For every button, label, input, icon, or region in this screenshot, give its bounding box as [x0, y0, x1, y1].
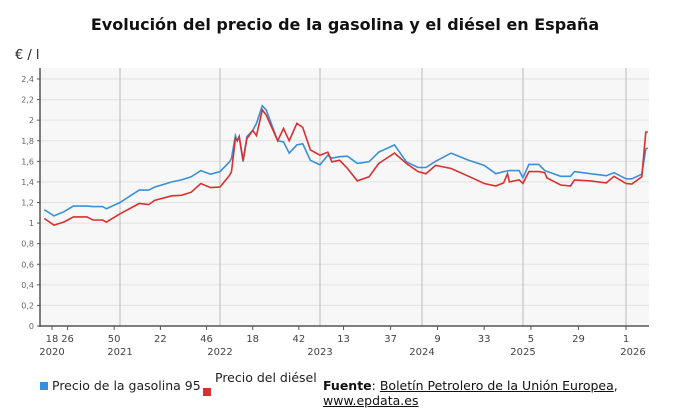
y-tick-label: 2,2	[21, 96, 34, 105]
series-line-gasoline	[43, 104, 649, 217]
x-tick-label: 18	[246, 334, 259, 345]
separator: :	[371, 378, 380, 393]
x-tick-label: 50	[108, 334, 121, 345]
x-year-label: 2026	[620, 347, 645, 358]
separator: ,	[613, 378, 618, 393]
chart-title: Evolución del precio de la gasolina y el…	[90, 15, 600, 34]
y-tick-label: 1,8	[21, 137, 34, 146]
x-tick-label: 5	[528, 334, 534, 345]
y-tick-label: 0,6	[21, 260, 34, 269]
legend-swatch-blue	[40, 382, 48, 390]
x-tick-label: 37	[384, 334, 397, 345]
x-tick-label: 9	[434, 334, 440, 345]
x-tick-label: 26	[61, 334, 74, 345]
x-tick-label: 1	[623, 334, 629, 345]
source-link-boletin[interactable]: Boletín Petrolero de la Unión Europea	[379, 378, 614, 393]
legend-item-diesel[interactable]: Precio del diésel	[203, 370, 317, 396]
source-link-epdata[interactable]: www.epdata.es	[323, 393, 419, 408]
legend-label: Precio de la gasolina 95	[52, 378, 201, 393]
source-label: Fuente	[323, 378, 372, 393]
y-tick-label: 2	[29, 116, 34, 125]
x-tick-label: 29	[572, 334, 585, 345]
y-tick-label: 1,4	[21, 178, 34, 187]
x-year-label: 2022	[207, 347, 232, 358]
x-year-label: 2023	[307, 347, 332, 358]
y-tick-label: 1,2	[21, 199, 34, 208]
x-tick-label: 13	[337, 334, 350, 345]
y-axis-label: € / l	[15, 48, 40, 63]
x-year-label: 2025	[510, 347, 535, 358]
x-tick-label: 22	[154, 334, 167, 345]
y-tick-label: 2,4	[21, 75, 34, 84]
x-tick-label: 33	[478, 334, 491, 345]
x-tick-label: 18	[46, 334, 59, 345]
y-tick-label: 0,8	[21, 240, 34, 249]
y-tick-label: 1,6	[21, 157, 34, 166]
x-tick-label: 46	[200, 334, 213, 345]
legend-label: Precio del diésel	[215, 370, 317, 385]
x-year-label: 2024	[409, 347, 434, 358]
legend-swatch-red	[203, 388, 211, 396]
x-year-label: 2021	[107, 347, 132, 358]
source-note: Fuente: Boletín Petrolero de la Unión Eu…	[323, 378, 690, 408]
plot-area	[40, 68, 649, 326]
y-tick-label: 0,2	[21, 301, 34, 310]
legend-item-gasoline[interactable]: Precio de la gasolina 95	[40, 378, 201, 393]
x-tick-label: 42	[292, 334, 305, 345]
y-tick-label: 1	[29, 219, 34, 228]
x-year-label: 2020	[39, 347, 64, 358]
y-tick-label: 0,4	[21, 281, 34, 290]
series-line-diesel	[43, 108, 648, 226]
y-tick-label: 0	[29, 322, 34, 331]
